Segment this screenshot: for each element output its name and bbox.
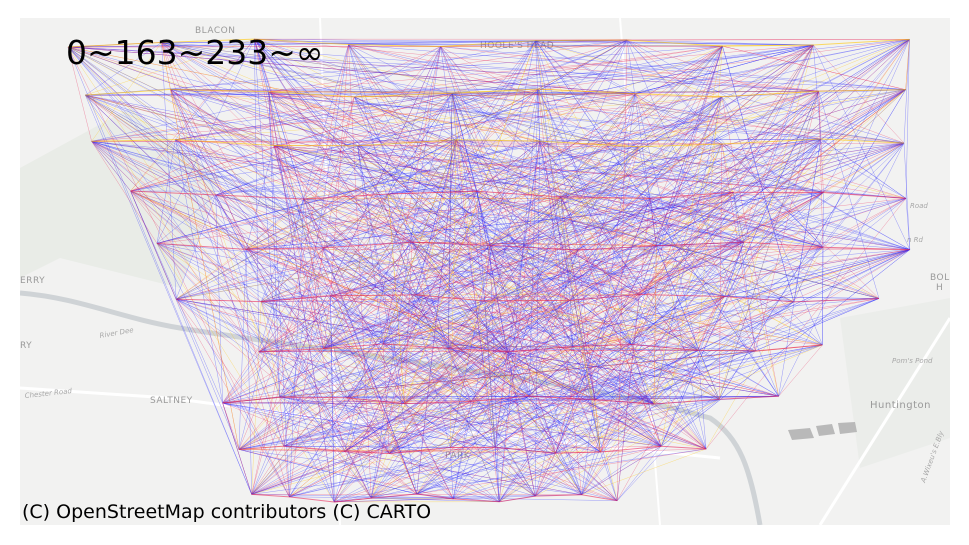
label-pond: Pom's Pond — [892, 357, 933, 365]
road — [319, 18, 341, 525]
label-boughton: BOL — [930, 273, 950, 283]
flow-lines-layer — [67, 38, 911, 503]
road — [619, 18, 661, 525]
label-ry: RY — [20, 341, 32, 351]
label-blacon: BLACON — [195, 26, 236, 36]
label-huntington: Huntington — [870, 400, 931, 411]
label-rd: n Rd — [907, 236, 924, 244]
river-dee — [20, 290, 763, 525]
label-h: H — [936, 283, 943, 293]
road-main — [20, 386, 721, 460]
legend-title: 0~163~233~∞ — [66, 33, 324, 72]
label-road: Road — [910, 202, 928, 210]
map-canvas[interactable]: BLACON HOOLE'S HEAD SALTNEY Huntington P… — [20, 18, 950, 525]
basemap-layer: BLACON HOOLE'S HEAD SALTNEY Huntington P… — [20, 18, 950, 525]
label-area-north: HOOLE'S HEAD — [480, 41, 554, 51]
green-area — [840, 298, 950, 468]
road — [818, 317, 950, 525]
label-saltney: SALTNEY — [150, 396, 193, 406]
green-area — [20, 108, 220, 288]
label-park: PARK — [445, 451, 471, 461]
attribution-text[interactable]: (C) OpenStreetMap contributors (C) CARTO — [22, 501, 432, 523]
map-frame[interactable]: BLACON HOOLE'S HEAD SALTNEY Huntington P… — [20, 18, 950, 525]
building-cluster — [788, 422, 857, 440]
label-ferry: ERRY — [20, 276, 45, 286]
